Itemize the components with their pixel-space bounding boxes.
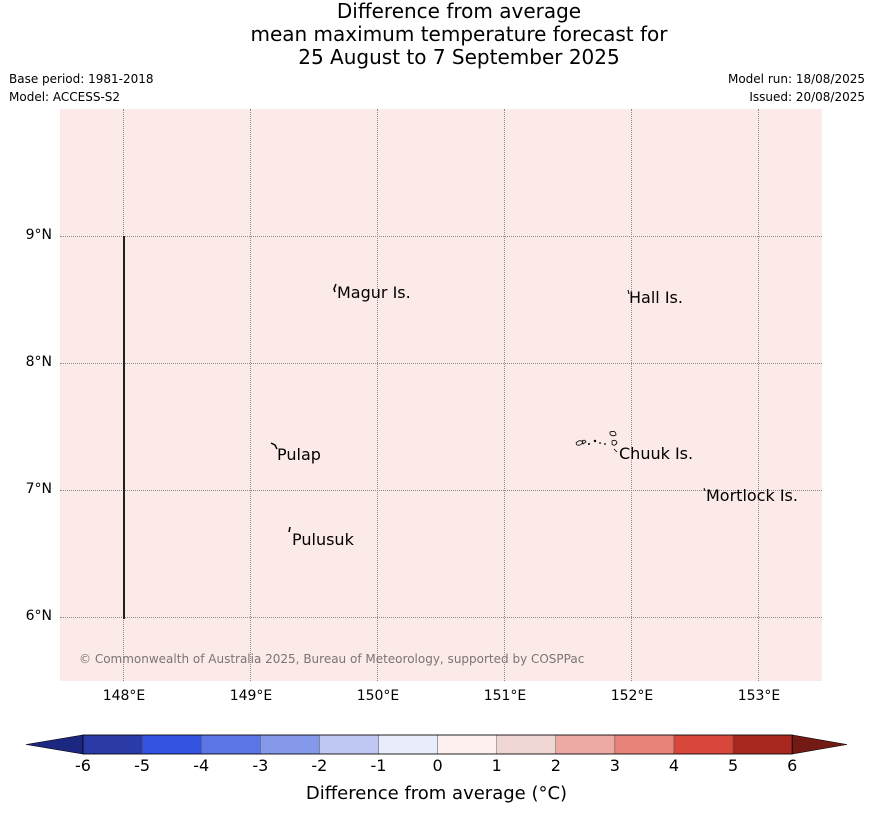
place-label-pulap: Pulap	[277, 445, 321, 464]
colorbar-tick-label: -6	[75, 756, 91, 775]
meta-right: Model run: 18/08/2025 Issued: 20/08/2025	[728, 70, 865, 106]
colorbar-segment	[614, 734, 675, 755]
meridian-150	[377, 109, 378, 681]
mortlock-island-shape	[703, 487, 706, 492]
colorbar-extend-high	[791, 734, 848, 755]
colorbar-segment	[437, 734, 497, 755]
colorbar-extend-low	[25, 734, 84, 755]
colorbar-tick-label: 4	[668, 756, 680, 775]
lon-label-149e: 149°E	[229, 688, 273, 704]
colorbar-tick-label: 0	[432, 756, 443, 775]
colorbar-tick-label: -4	[193, 756, 210, 775]
colorbar-tick-label: -2	[311, 756, 328, 775]
model-name: Model: ACCESS-S2	[9, 90, 121, 104]
place-label-hall: Hall Is.	[629, 288, 683, 307]
lat-label-7n: 7°N	[25, 481, 52, 497]
lat-label-9n: 9°N	[25, 227, 52, 243]
colorbar-segment	[378, 734, 438, 755]
colorbar-outline	[82, 734, 793, 755]
title-line-3: 25 August to 7 September 2025	[298, 45, 620, 69]
colorbar-tick-label: -1	[370, 756, 387, 775]
lon-label-152e: 152°E	[610, 688, 654, 704]
colorbar-tick-label: 1	[491, 756, 502, 775]
issued-date: Issued: 20/08/2025	[749, 90, 865, 104]
colorbar-segment	[319, 734, 379, 755]
colorbar-segment	[673, 734, 734, 755]
place-label-pulusuk: Pulusuk	[292, 530, 354, 549]
meridian-151	[504, 109, 505, 681]
lon-label-148e: 148°E	[102, 688, 146, 704]
colorbar-tick-label: 3	[609, 756, 620, 775]
copyright-credit: © Commonwealth of Australia 2025, Bureau…	[79, 652, 585, 666]
map-panel: Magur Is. Hall Is. Pulap Chuuk Is. Mortl…	[60, 109, 822, 681]
colorbar-tick-label: -3	[252, 756, 269, 775]
title-line-2: mean maximum temperature forecast for	[250, 22, 668, 46]
lat-label-8n: 8°N	[25, 354, 52, 370]
place-label-magur: Magur Is.	[337, 283, 411, 302]
colorbar-segment	[260, 734, 320, 755]
colorbar-segment	[200, 734, 261, 755]
parallel-6n	[60, 617, 822, 618]
meridian-153	[758, 109, 759, 681]
lon-label-153e: 153°E	[737, 688, 781, 704]
base-period: Base period: 1981-2018	[9, 72, 154, 86]
parallel-9n	[60, 236, 822, 237]
chuuk-islands-shape	[575, 431, 618, 453]
lon-label-151e: 151°E	[483, 688, 527, 704]
colorbar-segment	[555, 734, 616, 755]
colorbar-segment	[496, 734, 557, 755]
region-boundary-line	[123, 236, 125, 619]
colorbar-tick-label: 5	[728, 756, 739, 775]
title-line-1: Difference from average	[336, 0, 582, 23]
parallel-7n	[60, 490, 822, 491]
meridian-152	[631, 109, 632, 681]
parallel-8n	[60, 363, 822, 364]
colorbar-segment	[141, 734, 202, 755]
magur-island-shape	[333, 283, 337, 293]
colorbar-segment	[732, 734, 793, 755]
colorbar-segment	[82, 734, 143, 755]
colorbar-tick-label: -5	[134, 756, 151, 775]
hall-island-shape	[627, 289, 630, 295]
colorbar-tick-label: 6	[787, 756, 798, 775]
chart-title: Difference from average mean maximum tem…	[0, 0, 873, 69]
colorbar-tick-label: 2	[550, 756, 561, 775]
pulusuk-island-shape	[288, 526, 291, 533]
colorbar	[25, 734, 848, 755]
pulap-island-shape	[270, 442, 278, 450]
colorbar-label: Difference from average (°C)	[305, 783, 568, 804]
place-label-mortlock: Mortlock Is.	[706, 486, 798, 505]
lon-label-150e: 150°E	[356, 688, 400, 704]
meridian-149	[250, 109, 251, 681]
model-run: Model run: 18/08/2025	[727, 72, 865, 86]
lat-label-6n: 6°N	[25, 608, 52, 624]
place-label-chuuk: Chuuk Is.	[619, 444, 694, 463]
meta-left: Base period: 1981-2018 Model: ACCESS-S2	[9, 70, 154, 106]
